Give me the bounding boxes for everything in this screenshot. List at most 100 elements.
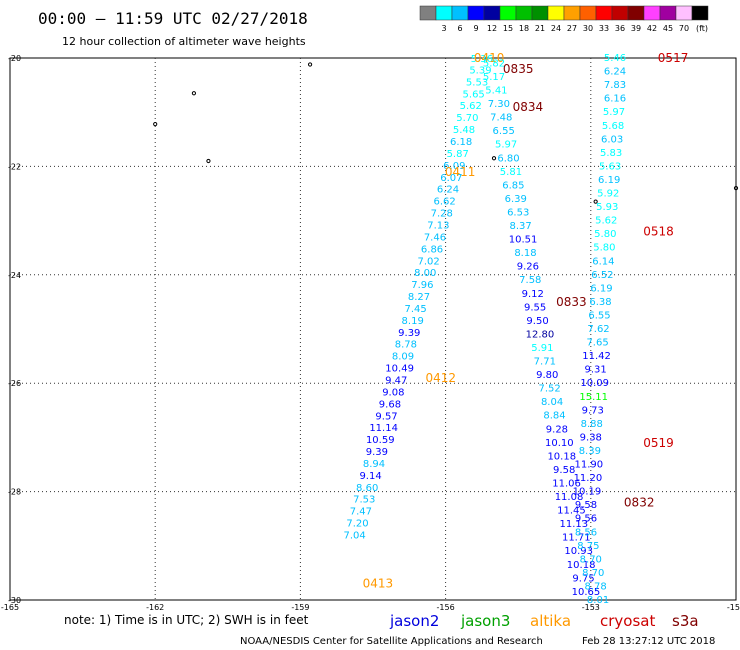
colorbar-label: 36 [615, 24, 625, 33]
pass-time-label: 0835 [503, 62, 534, 76]
swh-value: 11.20 [574, 473, 603, 484]
colorbar-swatch [547, 5, 565, 21]
swh-value: 8.94 [363, 459, 385, 470]
legend-cryosat: cryosat [600, 612, 655, 630]
swh-value: 8.78 [585, 581, 607, 592]
swh-value: 7.04 [343, 531, 365, 542]
y-tick-label: -30 [8, 596, 21, 605]
colorbar-label: 30 [583, 24, 593, 33]
colorbar-swatch [483, 5, 501, 21]
plot-frame [9, 57, 737, 601]
swh-value: 7.47 [350, 507, 372, 518]
pass-time-label: 0833 [556, 295, 587, 309]
swh-value: 11.42 [582, 351, 611, 362]
swh-value: 5.97 [603, 107, 625, 118]
swh-value: 6.07 [440, 173, 462, 184]
x-tick-label: -153 [582, 603, 600, 612]
colorbar-label: 33 [599, 24, 609, 33]
swh-value: 9.80 [536, 370, 558, 381]
swh-value: 10.10 [545, 438, 574, 449]
swh-value: 5.36 [471, 54, 493, 65]
swh-value: 6.38 [589, 297, 611, 308]
swh-value: 5.80 [593, 243, 615, 254]
colorbar-label: 27 [567, 24, 577, 33]
swh-value: 6.80 [497, 153, 519, 164]
island-outline [593, 199, 598, 204]
swh-value: 9.08 [382, 387, 404, 398]
swh-value: 6.18 [450, 137, 472, 148]
track-s3a: 5.82 5.17 5.41 7.30 7.48 6.55 5.97 6.80 5.81 6.85… [483, 58, 655, 597]
swh-value: 8.09 [392, 352, 414, 363]
swh-value: 9.28 [546, 424, 568, 435]
footer-note: note: 1) Time is in UTC; 2) SWH is in fe… [64, 613, 309, 627]
legend-jason2: jason2 [389, 612, 439, 630]
swh-value: 9.26 [517, 262, 539, 273]
swh-value: 9.55 [524, 302, 546, 313]
swh-value: 6.03 [601, 134, 623, 145]
colorbar-swatch [435, 5, 453, 21]
swh-value: 5.53 [466, 77, 488, 88]
pass-time-label: 0412 [425, 371, 456, 385]
track-altika: 5.365.395.535.655.625.705.486.185.876.09… [343, 51, 504, 591]
swh-value: 8.70 [580, 554, 602, 565]
colorbar-unit: (ft) [696, 24, 708, 33]
swh-value: 7.52 [539, 384, 561, 395]
y-tick-label: -28 [8, 488, 21, 497]
swh-value: 6.52 [591, 270, 613, 281]
satellite-legend: jason2 jason3 altika cryosat s3a [389, 612, 699, 630]
swh-value: 5.92 [597, 189, 619, 200]
swh-value: 7.62 [587, 324, 609, 335]
colorbar-label: 9 [473, 24, 478, 33]
y-tick-label: -20 [8, 54, 21, 63]
island-outline [733, 185, 739, 191]
swh-value: 8.27 [408, 292, 430, 303]
swh-value: 9.50 [526, 316, 548, 327]
swh-value: 11.06 [552, 478, 581, 489]
swh-value: 7.96 [411, 280, 433, 291]
swh-value: 11.13 [560, 519, 589, 530]
swh-value: 7.02 [418, 256, 440, 267]
swh-value: 5.65 [463, 89, 485, 100]
colorbar-swatch [611, 5, 629, 21]
swh-value: 6.19 [590, 283, 612, 294]
swh-value: 7.58 [519, 275, 541, 286]
swh-value: 8.75 [577, 541, 599, 552]
colorbar-label: 3 [441, 24, 446, 33]
chart-subtitle: 12 hour collection of altimeter wave hei… [62, 35, 306, 48]
swh-value: 6.24 [437, 185, 459, 196]
swh-value: 15.11 [579, 392, 608, 403]
swh-value: 7.53 [353, 495, 375, 506]
x-tick-label: -165 [1, 603, 19, 612]
swh-value: 7.46 [424, 232, 446, 243]
swh-value: 8.04 [541, 397, 563, 408]
satellite-tracks: 5.365.395.535.655.625.705.486.185.876.09… [343, 51, 688, 606]
colorbar-swatch [659, 5, 677, 21]
swh-value: 5.39 [469, 65, 491, 76]
colorbar-swatch [675, 5, 693, 21]
colorbar-swatch [499, 5, 517, 21]
swh-value: 6.09 [443, 161, 465, 172]
swh-value: 5.80 [594, 229, 616, 240]
colorbar-swatch [531, 5, 549, 21]
swh-value: 9.58 [553, 465, 575, 476]
colorbar-label: 21 [535, 24, 545, 33]
colorbar-label: 45 [663, 24, 673, 33]
swh-value: 9.56 [575, 514, 597, 525]
colorbar-swatch [515, 5, 533, 21]
swh-value: 7.20 [346, 519, 368, 530]
legend-jason3: jason3 [460, 612, 510, 630]
track-cryosat: 5.46 6.24 7.83 6.16 5.97 5.68 6.03 5.83 5.63 6.19… [573, 51, 689, 606]
y-tick-label: -24 [8, 271, 21, 280]
swh-value: 10.65 [572, 587, 601, 598]
colorbar-swatch [579, 5, 597, 21]
legend-altika: altika [530, 612, 571, 630]
swh-value: 8.37 [509, 221, 531, 232]
swh-value: 7.83 [604, 80, 626, 91]
swh-value: 10.51 [509, 235, 538, 246]
pass-time-label: 0413 [363, 577, 394, 591]
colorbar-swatch [643, 5, 661, 21]
swh-value: 10.49 [385, 364, 414, 375]
colorbar-swatch [563, 5, 581, 21]
swh-value: 11.08 [555, 492, 584, 503]
